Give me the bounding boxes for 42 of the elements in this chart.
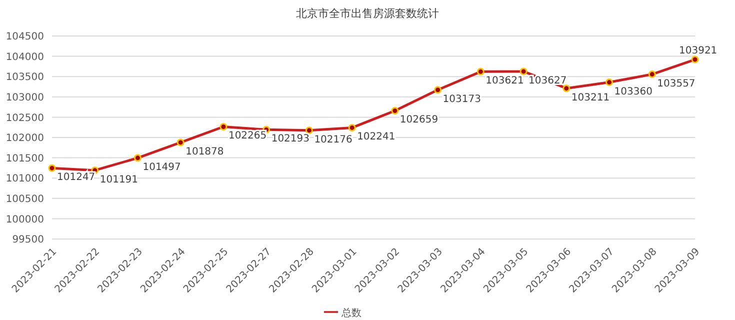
data-label: 101878 xyxy=(186,146,224,158)
point xyxy=(520,68,528,76)
point xyxy=(606,78,614,86)
data-label: 102241 xyxy=(357,132,396,143)
point xyxy=(134,154,142,162)
point xyxy=(476,68,484,76)
data-label: 103360 xyxy=(614,86,652,98)
data-label: 101191 xyxy=(100,174,138,186)
data-label: 102176 xyxy=(314,134,352,146)
point xyxy=(391,106,399,114)
chart-title: 北京市全市出售房源套数统计 xyxy=(295,6,440,22)
point xyxy=(220,122,228,130)
point xyxy=(305,126,313,134)
y-tick-label: 104500 xyxy=(6,32,44,43)
data-label: 102659 xyxy=(400,114,438,126)
data-label: 103173 xyxy=(442,94,481,105)
y-tick-label: 103500 xyxy=(6,72,44,84)
y-tick-label: 102500 xyxy=(6,112,44,124)
data-label: 103557 xyxy=(657,78,696,90)
data-label: 103921 xyxy=(679,46,718,57)
point xyxy=(48,164,56,172)
data-label: 101497 xyxy=(142,162,181,173)
point xyxy=(176,138,184,146)
data-label: 102193 xyxy=(271,134,310,145)
y-tick-label: 101500 xyxy=(6,153,44,164)
y-tick-label: 104000 xyxy=(6,52,44,63)
y-tick-label: 100500 xyxy=(6,194,44,205)
point xyxy=(691,56,699,64)
point xyxy=(562,84,570,92)
point xyxy=(434,86,442,94)
y-tick-label: 101000 xyxy=(6,174,44,185)
point xyxy=(348,124,356,132)
y-tick-label: 99500 xyxy=(12,234,44,246)
point xyxy=(648,70,656,78)
data-label: 103211 xyxy=(571,92,610,104)
data-label: 103621 xyxy=(486,76,524,87)
legend-label: 总数 xyxy=(342,308,362,319)
data-label: 102265 xyxy=(228,130,267,142)
y-tick-label: 100000 xyxy=(6,214,44,226)
y-tick-label: 103000 xyxy=(6,92,44,104)
data-label: 101247 xyxy=(57,172,96,184)
y-tick-label: 102000 xyxy=(6,133,44,144)
